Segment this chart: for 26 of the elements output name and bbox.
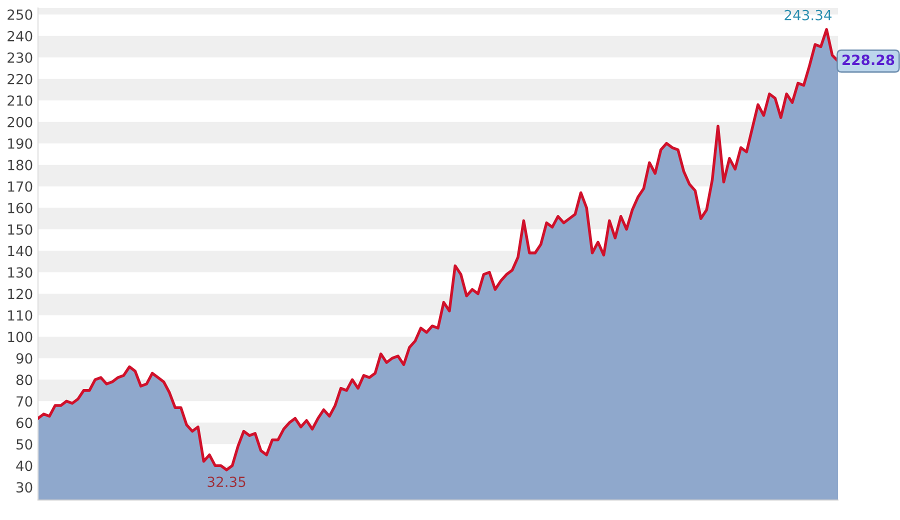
y-tick-label: 40	[16, 460, 32, 472]
y-tick-label: 210	[8, 95, 32, 106]
y-tick-label: 60	[16, 418, 32, 428]
annotation: 32.35	[208, 476, 246, 488]
y-tick-label: 160	[8, 202, 32, 214]
y-tick-label: 250	[8, 9, 32, 20]
data-label: 228.28	[842, 54, 894, 66]
y-tick-label: 180	[8, 160, 32, 170]
y-tick-label: 70	[16, 396, 32, 407]
y-tick-label: 150	[8, 224, 32, 235]
y-tick-label: 30	[16, 482, 32, 493]
y-tick-label: 130	[8, 267, 32, 278]
y-tick-label: 80	[16, 374, 32, 386]
y-tick-label: 50	[16, 439, 32, 450]
y-tick-label: 230	[8, 52, 32, 63]
annotation: 243.34	[784, 10, 832, 20]
y-tick-label: 110	[8, 310, 32, 321]
y-tick-label: 240	[8, 30, 32, 42]
y-tick-label: 170	[8, 181, 32, 192]
y-tick-label: 220	[8, 74, 32, 84]
y-tick-label: 100	[8, 332, 32, 342]
y-tick-label: 190	[8, 138, 32, 149]
y-tick-label: 200	[8, 116, 32, 128]
y-tick-label: 140	[8, 246, 32, 256]
y-tick-label: 90	[16, 353, 32, 364]
y-tick-label: 120	[8, 288, 32, 300]
